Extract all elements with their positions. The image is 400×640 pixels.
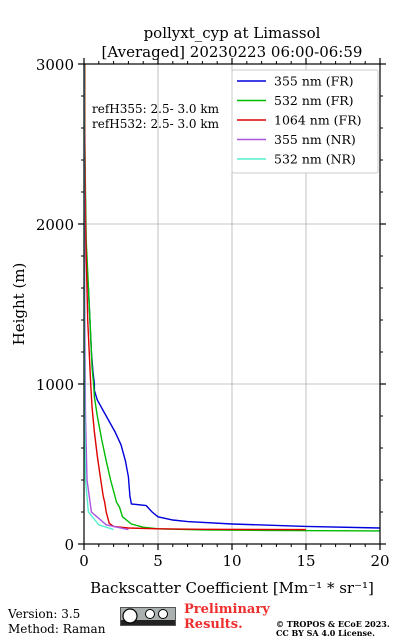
x-axis-label: Backscatter Coefficient [Mm⁻¹ * sr⁻¹] — [90, 579, 374, 597]
x-tick-label: 10 — [222, 552, 241, 570]
x-tick-label: 20 — [370, 552, 389, 570]
copyright-line-2: CC BY SA 4.0 License. — [276, 628, 375, 638]
x-tick-label: 5 — [153, 552, 163, 570]
legend-label-2: 1064 nm (FR) — [274, 113, 362, 128]
legend-label-1: 532 nm (FR) — [274, 93, 354, 108]
axis-ticks — [78, 58, 386, 550]
x-tick-labels: 0 5 10 15 20 — [79, 552, 389, 570]
annotation-refh355: refH355: 2.5- 3.0 km — [92, 102, 220, 116]
preliminary-results-text: Preliminary Results. — [184, 602, 270, 632]
copyright-line-1: © TROPOS & ECoE 2023. — [276, 619, 390, 629]
preliminary-line-2: Results. — [184, 617, 243, 632]
cc-by-sa-icon — [120, 607, 176, 626]
annotation-refh532: refH532: 2.5- 3.0 km — [92, 117, 220, 131]
y-tick-label: 1000 — [36, 376, 74, 394]
y-tick-labels: 0 1000 2000 3000 — [36, 56, 74, 554]
y-tick-label: 0 — [64, 536, 74, 554]
legend-label-3: 355 nm (NR) — [274, 132, 356, 147]
legend-box — [231, 69, 379, 174]
y-tick-label: 3000 — [36, 56, 74, 74]
y-tick-label: 2000 — [36, 216, 74, 234]
preliminary-line-1: Preliminary — [184, 602, 270, 617]
chart-subtitle: [Averaged] 20230223 06:00-06:59 — [102, 43, 363, 61]
version-text: Version: 3.5 — [8, 607, 81, 621]
legend-label-0: 355 nm (FR) — [274, 74, 354, 89]
backscatter-chart: pollyxt_cyp at Limassol [Averaged] 20230… — [10, 24, 390, 597]
legend: 355 nm (FR) 532 nm (FR) 1064 nm (FR) 355 nm… — [231, 69, 379, 174]
copyright-text: © TROPOS & ECoE 2023. CC BY SA 4.0 Licen… — [276, 620, 390, 638]
legend-label-4: 532 nm (NR) — [274, 152, 356, 167]
y-axis-label: Height (m) — [10, 263, 28, 346]
series-line-1 — [84, 64, 380, 532]
chart-title: pollyxt_cyp at Limassol — [144, 24, 321, 42]
x-tick-label: 0 — [79, 552, 89, 570]
method-text: Method: Raman — [8, 622, 106, 636]
x-tick-label: 15 — [296, 552, 315, 570]
series-line-2 — [84, 64, 307, 531]
